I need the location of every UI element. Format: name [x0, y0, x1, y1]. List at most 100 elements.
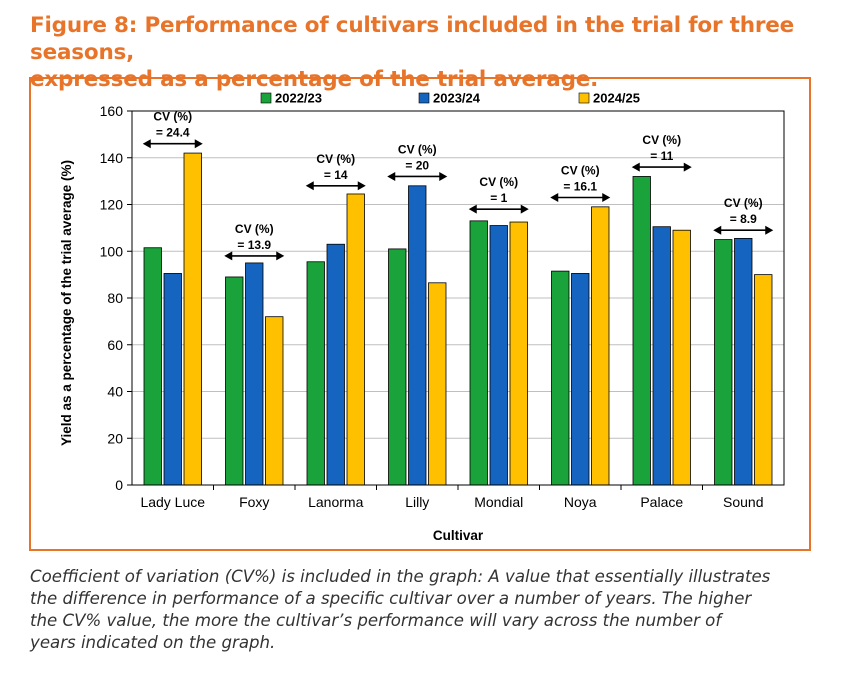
x-tick-label: Mondial	[474, 494, 523, 510]
cv-annotation: CV (%) = 11	[631, 133, 692, 172]
cv-arrow-head-left	[550, 192, 559, 202]
bar-2024-25-mondial	[509, 221, 528, 486]
figure-caption: Coefficient of variation (CV%) is includ…	[30, 566, 830, 654]
y-axis-title: Yield as a percentage of the trial avera…	[59, 160, 74, 446]
bar-2022-23-lady-luce	[143, 247, 162, 486]
bar-2024-25-noya	[591, 206, 610, 486]
bar-2023-24-lanorma	[326, 243, 345, 486]
cv-label: CV (%)	[316, 152, 355, 166]
cv-arrow-head-right	[765, 225, 774, 235]
cv-label: CV (%)	[642, 133, 681, 147]
cv-annotation: CV (%) = 1	[468, 175, 529, 214]
y-tick-label: 100	[100, 243, 124, 259]
bar-2024-25-lilly	[428, 282, 447, 486]
x-tick-label: Lady Luce	[140, 494, 205, 510]
caption-line-3: the CV% value, the more the cultivar’s p…	[30, 611, 722, 630]
x-tick-label: Sound	[723, 494, 763, 510]
bar-2023-24-foxy	[245, 262, 264, 486]
cv-arrow-head-right	[683, 162, 692, 172]
cv-label: CV (%)	[398, 142, 437, 156]
cv-arrow-head-left	[468, 204, 477, 214]
y-tick-label: 20	[107, 430, 123, 446]
x-tick-label: Palace	[640, 494, 683, 510]
axes: 0 20 40 60 80 100 120 140 160 Lady Luce Foxy Lanorm…	[100, 103, 785, 510]
bar-2022-23-lilly	[388, 248, 407, 486]
bar-2023-24-lady-luce	[163, 273, 182, 486]
bar-2022-23-palace	[632, 176, 651, 486]
cv-label: CV (%)	[153, 110, 192, 124]
cv-annotation: CV (%) = 16.1	[550, 163, 611, 202]
bar-chart: 0 20 40 60 80 100 120 140 160 Lady Luce Foxy Lanorm…	[59, 91, 785, 543]
legend-label: 2024/25	[593, 91, 640, 106]
caption-line-2: the difference in performance of a speci…	[30, 589, 752, 608]
cv-arrow-head-right	[276, 251, 285, 261]
y-tick-label: 40	[107, 384, 123, 400]
cv-arrow-head-left	[305, 181, 314, 191]
bar-2023-24-palace	[652, 226, 671, 486]
cv-arrow-head-left	[631, 162, 640, 172]
legend-item-2023-24: 2023/24	[418, 91, 481, 106]
figure-title: Figure 8: Performance of cultivars inclu…	[30, 12, 830, 93]
cv-label: CV (%)	[479, 175, 518, 189]
cv-value: = 1	[490, 191, 507, 205]
bar-2023-24-noya	[571, 273, 590, 486]
cv-value: = 20	[405, 158, 429, 172]
y-tick-label: 160	[100, 103, 124, 119]
cv-value: = 11	[650, 149, 673, 163]
cv-label: CV (%)	[561, 163, 600, 177]
legend-label: 2022/23	[275, 91, 322, 106]
cv-value: = 14	[324, 168, 348, 182]
y-tick-label: 80	[107, 290, 123, 306]
cv-value: = 13.9	[237, 238, 271, 252]
y-tick-label: 120	[100, 197, 124, 213]
chart-frame: 0 20 40 60 80 100 120 140 160 Lady Luce Foxy Lanorm…	[29, 77, 811, 551]
bar-2022-23-mondial	[469, 220, 488, 486]
bar-2022-23-foxy	[225, 276, 244, 486]
figure-title-line-2: expressed as a percentage of the trial a…	[30, 67, 599, 92]
x-tick-label: Foxy	[239, 494, 269, 510]
legend: 2022/23 2023/24 2024/25	[260, 91, 640, 106]
cv-arrow-head-left	[142, 139, 151, 149]
cv-value: = 16.1	[563, 179, 597, 193]
cv-arrow-head-right	[520, 204, 529, 214]
x-tick-label: Noya	[564, 494, 597, 510]
legend-swatch	[578, 92, 590, 104]
legend-item-2022-23: 2022/23	[260, 91, 322, 106]
bar-2024-25-lady-luce	[183, 152, 202, 486]
legend-swatch	[260, 92, 272, 104]
bar-2024-25-foxy	[265, 316, 284, 486]
bar-2022-23-lanorma	[306, 261, 325, 486]
cv-value: = 24.4	[156, 126, 190, 140]
bar-2022-23-sound	[714, 239, 733, 486]
cv-annotation: CV (%) = 14	[305, 152, 366, 191]
cv-arrow-head-right	[194, 139, 203, 149]
x-axis-title: Cultivar	[433, 528, 484, 543]
cv-arrow-head-right	[357, 181, 366, 191]
caption-line-1: Coefficient of variation (CV%) is includ…	[30, 567, 771, 586]
y-tick-label: 60	[107, 337, 123, 353]
bar-2023-24-lilly	[408, 185, 427, 486]
caption-line-4: years indicated on the graph.	[30, 633, 276, 652]
x-tick-label: Lanorma	[308, 494, 363, 510]
bar-2024-25-lanorma	[346, 193, 365, 486]
x-tick-label: Lilly	[405, 494, 429, 510]
cv-arrow-head-left	[713, 225, 722, 235]
figure-title-line-1: Figure 8: Performance of cultivars inclu…	[30, 13, 794, 65]
legend-item-2024-25: 2024/25	[578, 91, 640, 106]
cv-annotation: CV (%) = 20	[387, 142, 448, 181]
cv-arrow-head-right	[602, 192, 611, 202]
bar-2023-24-sound	[734, 237, 753, 486]
cv-label: CV (%)	[235, 222, 274, 236]
cv-annotation: CV (%) = 13.9	[224, 222, 285, 261]
bar-2023-24-mondial	[489, 225, 508, 486]
cv-annotation: CV (%) = 8.9	[713, 196, 774, 235]
bar-2024-25-palace	[672, 229, 691, 486]
cv-arrow-head-left	[224, 251, 233, 261]
legend-swatch	[418, 92, 430, 104]
cv-arrow-head-left	[387, 171, 396, 181]
cv-annotation: CV (%) = 24.4	[142, 110, 203, 149]
cv-arrow-head-right	[439, 171, 448, 181]
bar-2024-25-sound	[754, 274, 773, 486]
bar-2022-23-noya	[551, 270, 570, 486]
